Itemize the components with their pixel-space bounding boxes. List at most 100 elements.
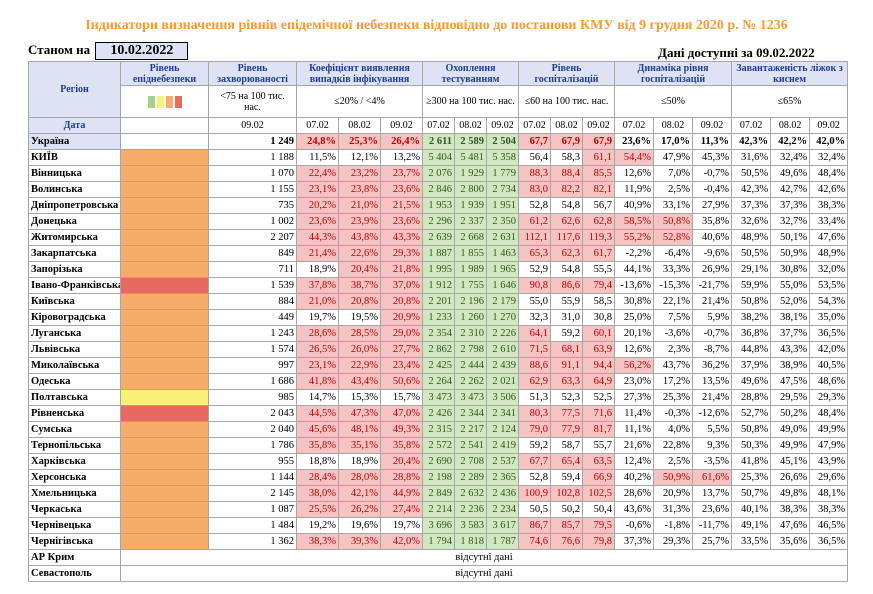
- dynamics-value: 22,8%: [653, 437, 694, 454]
- oxygen-value: 42,3%: [731, 181, 772, 198]
- date-0902: 09.02: [692, 117, 733, 134]
- oxygen-value: 47,6%: [809, 229, 849, 246]
- incidence-value: 1 243: [208, 325, 297, 342]
- detection-value: 18,9%: [296, 261, 339, 278]
- detection-value: 28,6%: [296, 325, 339, 342]
- detection-value: 50,6%: [380, 373, 423, 390]
- detection-value: 44,9%: [380, 485, 423, 502]
- header-testing: Охоплення тестуванням: [421, 61, 520, 86]
- dynamics-value: 21,6%: [614, 437, 655, 454]
- danger-level-cell: [120, 469, 209, 486]
- legend-red-swatch: [174, 95, 182, 108]
- hosp-value: 65,4: [550, 453, 584, 470]
- dynamics-value: -1,8%: [653, 517, 694, 534]
- testing-value: 2 234: [485, 501, 520, 518]
- region-name: Донецька: [28, 213, 121, 230]
- testing-value: 1 939: [454, 197, 487, 214]
- dynamics-value: -0,3%: [653, 405, 694, 422]
- no-data-cell: відсутні дані: [119, 549, 849, 566]
- testing-value: 2 846: [422, 181, 455, 198]
- testing-value: 2 436: [485, 485, 520, 502]
- hosp-value: 59,4: [550, 469, 584, 486]
- dynamics-value: 23,6%: [692, 501, 733, 518]
- table-row: Івано-Франківська 1 539 37,8% 38,7% 37,0% 1 9…: [28, 277, 849, 294]
- testing-value: 5 481: [454, 149, 487, 166]
- oxygen-value: 37,3%: [731, 197, 772, 214]
- testing-value: 2 289: [454, 469, 487, 486]
- region-name: Полтавська: [28, 389, 121, 406]
- region-name: Чернівецька: [28, 517, 121, 534]
- danger-level-cell: [120, 197, 209, 214]
- table-row: Черкаська 1 087 25,5% 26,2% 27,4% 2 214 2 236 2…: [28, 501, 849, 518]
- testing-value: 3 473: [422, 389, 455, 406]
- oxygen-value: 48,4%: [809, 165, 849, 182]
- testing-value: 2 572: [422, 437, 455, 454]
- incidence-value: 884: [208, 293, 297, 310]
- hosp-value: 68,1: [550, 341, 584, 358]
- testing-value: 2 425: [422, 357, 455, 374]
- region-name: Харківська: [28, 453, 121, 470]
- dynamics-value: -3,5%: [692, 453, 733, 470]
- danger-level-cell: [120, 181, 209, 198]
- dynamics-value: 17,0%: [653, 133, 694, 150]
- oxygen-value: 38,1%: [770, 309, 811, 326]
- testing-value: 2 734: [485, 181, 520, 198]
- hosp-value: 59,2: [518, 437, 552, 454]
- dynamics-value: -8,7%: [692, 341, 733, 358]
- detection-value: 49,3%: [380, 421, 423, 438]
- detection-value: 25,3%: [338, 133, 381, 150]
- hosp-value: 31,0: [550, 309, 584, 326]
- testing-value: 2 179: [485, 293, 520, 310]
- oxygen-value: 40,1%: [731, 501, 772, 518]
- legend-swatches: [120, 85, 209, 118]
- detection-value: 47,0%: [380, 405, 423, 422]
- legend-yellow-swatch: [156, 95, 164, 108]
- hosp-value: 86,7: [518, 517, 552, 534]
- table-row: Україна 1 249 24,8% 25,3% 26,4% 2 611 2 589 2 5…: [28, 133, 849, 150]
- dynamics-value: 13,7%: [692, 485, 733, 502]
- hosp-value: 62,3: [550, 245, 584, 262]
- detection-value: 21,4%: [296, 245, 339, 262]
- oxygen-value: 37,3%: [770, 197, 811, 214]
- hosp-value: 82,2: [550, 181, 584, 198]
- dynamics-value: 45,3%: [692, 149, 733, 166]
- oxygen-value: 33,4%: [809, 213, 849, 230]
- hosp-value: 63,9: [582, 341, 616, 358]
- hosp-value: 102,5: [582, 485, 616, 502]
- oxygen-value: 42,7%: [770, 181, 811, 198]
- testing-value: 2 537: [485, 453, 520, 470]
- hosp-value: 55,9: [550, 293, 584, 310]
- testing-value: 2 310: [454, 325, 487, 342]
- region-name: Луганська: [28, 325, 121, 342]
- detection-value: 38,3%: [296, 533, 339, 550]
- incidence-value: 1 484: [208, 517, 297, 534]
- detection-value: 26,2%: [338, 501, 381, 518]
- date-0702: 07.02: [518, 117, 552, 134]
- dynamics-value: 52,8%: [653, 229, 694, 246]
- oxygen-value: 59,9%: [731, 277, 772, 294]
- detection-value: 23,9%: [338, 213, 381, 230]
- danger-level-cell: [120, 357, 209, 374]
- oxygen-value: 47,9%: [809, 437, 849, 454]
- hosp-value: 30,8: [582, 309, 616, 326]
- table-row: Запорізька 711 18,9% 20,4% 21,8% 1 995 1 989 1 …: [28, 261, 849, 278]
- oxygen-value: 48,9%: [731, 229, 772, 246]
- dynamics-value: 11,1%: [614, 421, 655, 438]
- dynamics-value: 11,4%: [614, 405, 655, 422]
- hosp-value: 90,8: [518, 277, 552, 294]
- oxygen-value: 48,6%: [809, 373, 849, 390]
- detection-value: 38,0%: [296, 485, 339, 502]
- header-hosp-dynamics: Динаміка рівня госпіталізацій: [614, 61, 733, 86]
- testing-value: 2 690: [422, 453, 455, 470]
- hosp-value: 64,9: [582, 373, 616, 390]
- hosp-value: 62,6: [550, 213, 584, 230]
- table-row: Волинська 1 155 23,1% 23,8% 23,6% 2 846 2 800 2…: [28, 181, 849, 198]
- detection-value: 28,4%: [296, 469, 339, 486]
- danger-level-cell: [120, 165, 209, 182]
- dynamics-value: -15,3%: [653, 277, 694, 294]
- dynamics-value: -13,6%: [614, 277, 655, 294]
- hosp-value: 61,1: [582, 149, 616, 166]
- incidence-value: 849: [208, 245, 297, 262]
- dynamics-value: 40,2%: [614, 469, 655, 486]
- detection-value: 25,5%: [296, 501, 339, 518]
